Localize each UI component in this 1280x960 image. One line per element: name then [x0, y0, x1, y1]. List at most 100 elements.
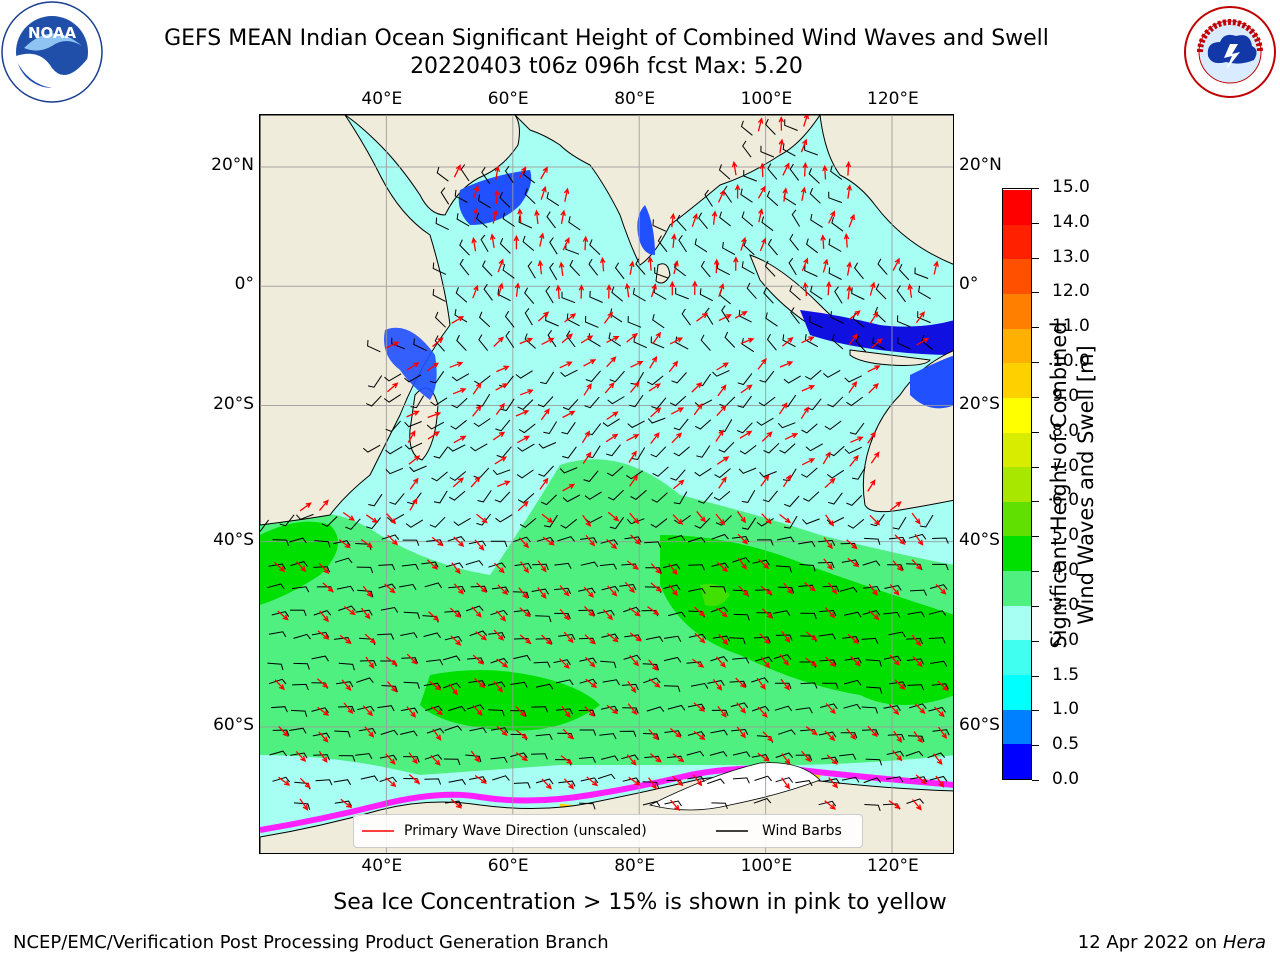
lon-tick-top: 120°E [867, 89, 919, 109]
wind-barb [562, 398, 579, 411]
wind-barb [789, 285, 801, 301]
wind-barb [864, 537, 881, 545]
colorbar-segment [1003, 362, 1031, 398]
lon-tick-bottom: 60°E [487, 856, 529, 876]
wind-barb [524, 333, 536, 349]
wind-barb [799, 563, 816, 572]
wind-barb [311, 655, 329, 662]
wave-direction-arrow [515, 752, 529, 762]
wave-direction-arrow [672, 514, 684, 525]
wave-direction-arrow [648, 777, 657, 790]
wind-barb [671, 372, 687, 384]
wind-barb [500, 398, 515, 412]
wind-barb [782, 334, 796, 348]
colorbar-tick-label: 15.0 [1052, 177, 1090, 197]
wind-barb [345, 518, 361, 530]
wind-barb [802, 518, 820, 525]
wind-barb [522, 235, 535, 251]
colorbar-tick-mark [1032, 675, 1039, 677]
wind-barb [468, 540, 487, 547]
wave-direction-arrow [733, 256, 739, 271]
wind-barb [502, 264, 515, 279]
lat-tick-right: 0° [959, 274, 979, 295]
wave-direction-arrow [670, 407, 685, 415]
wave-direction-arrow [911, 559, 923, 571]
colorbar-segment [1003, 328, 1031, 364]
wind-barb [710, 656, 728, 662]
chart-subtitle: 20220403 t06z 096h fcst Max: 5.20 [410, 54, 803, 79]
wind-barb [918, 285, 931, 300]
wind-barb [269, 750, 287, 757]
wave-direction-arrow [693, 702, 706, 712]
wind-barb [413, 338, 427, 351]
wind-barb [739, 445, 757, 455]
wind-barb [580, 561, 599, 568]
wave-direction-arrow [540, 166, 548, 180]
colorbar-tick-label: 12.0 [1052, 281, 1090, 302]
wind-barb [931, 683, 949, 690]
wave-direction-arrow [824, 477, 836, 489]
wind-barb [504, 310, 515, 328]
wave-direction-arrow [318, 750, 328, 764]
wind-barb [268, 563, 286, 570]
wind-barb [424, 754, 443, 760]
wind-barb [741, 490, 756, 503]
wind-barb [569, 259, 581, 277]
colorbar-tick-label: 6.0 [1052, 490, 1080, 511]
wave-direction-arrow [846, 539, 858, 550]
wave-direction-arrow [582, 235, 589, 251]
lat-tick-right: 20°N [959, 155, 1002, 175]
wave-direction-arrow [648, 678, 661, 688]
wind-barb [490, 727, 509, 734]
wave-direction-arrow [628, 450, 637, 463]
wind-barb [509, 710, 527, 717]
wind-barb [783, 515, 798, 529]
wave-direction-arrow [558, 261, 565, 276]
wind-barb [424, 778, 442, 785]
wind-barb [818, 633, 836, 640]
wind-barb [455, 287, 468, 303]
wind-barb [355, 609, 373, 616]
wind-barb [743, 169, 757, 182]
wind-barb [426, 728, 445, 734]
wave-direction-arrow [559, 658, 570, 669]
wave-direction-arrow [805, 657, 818, 667]
wind-barb [831, 216, 844, 232]
wind-barb [456, 213, 470, 227]
wave-direction-arrow [606, 336, 620, 343]
map-legend: Primary Wave Direction (unscaled) Wind B… [353, 814, 863, 848]
wind-barb [759, 471, 777, 478]
wave-direction-arrow [669, 280, 676, 296]
wind-barb [465, 754, 482, 763]
colorbar-segment [1003, 674, 1031, 710]
wind-barb [694, 467, 712, 477]
wave-direction-arrow [432, 728, 442, 741]
wind-barb [921, 335, 934, 351]
wind-barb [476, 393, 491, 407]
wind-barb [687, 703, 706, 710]
wind-barb [293, 662, 310, 670]
wave-direction-arrow [559, 585, 570, 597]
wind-barb [862, 610, 881, 616]
wave-direction-arrow [563, 778, 575, 790]
wave-direction-arrow [496, 365, 510, 373]
chart-title: GEFS MEAN Indian Ocean Significant Heigh… [164, 26, 1049, 51]
wave-direction-arrow [604, 382, 615, 394]
wave-direction-arrow [537, 587, 547, 599]
wind-barb [512, 591, 530, 599]
wind-barb [459, 258, 470, 276]
wind-barb [579, 802, 596, 810]
wind-barb [321, 516, 338, 527]
wind-barb [707, 680, 725, 686]
wave-direction-arrow [672, 775, 684, 787]
wind-barb [492, 469, 511, 476]
wave-direction-arrow [583, 383, 592, 396]
wave-direction-arrow [648, 383, 662, 392]
wave-direction-arrow [453, 536, 465, 548]
wave-direction-arrow [781, 336, 794, 347]
wind-barb [619, 730, 637, 737]
wind-barb [532, 563, 549, 570]
wave-direction-arrow [716, 456, 730, 465]
wind-barb [537, 396, 554, 408]
wind-barb [757, 539, 774, 546]
